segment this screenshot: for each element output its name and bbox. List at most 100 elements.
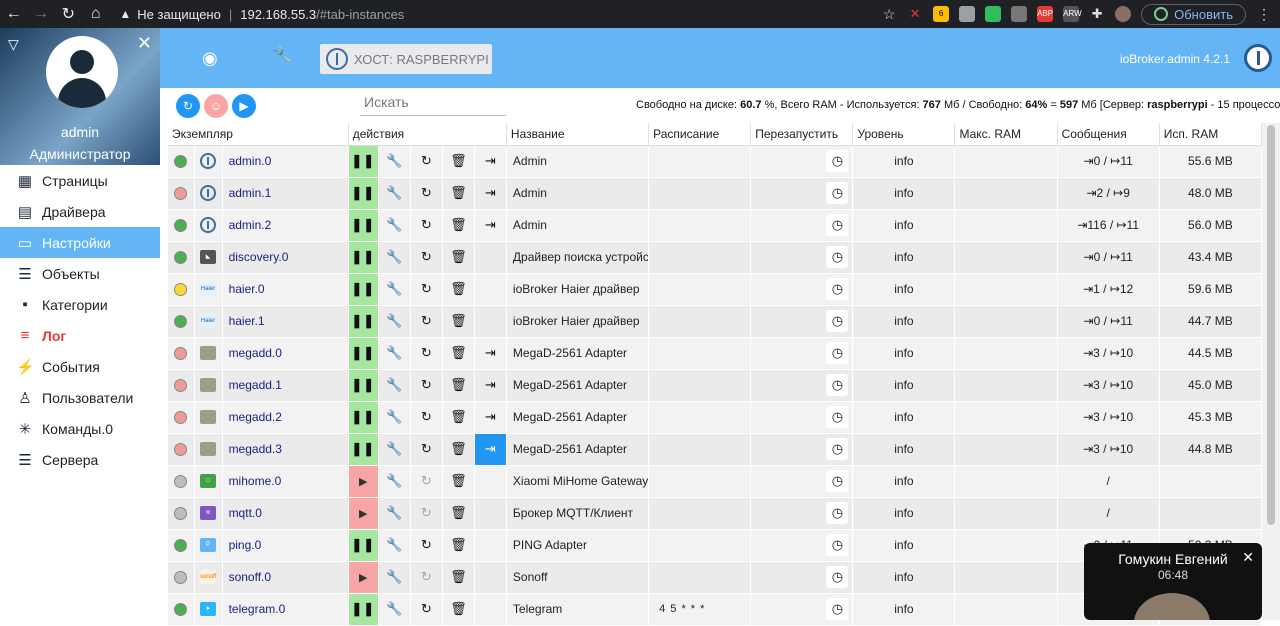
pause-button[interactable]: ❚❚ [348, 241, 379, 274]
adblock-icon[interactable]: ABP [1037, 6, 1053, 22]
pause-button[interactable]: ❚❚ [348, 593, 379, 626]
max-ram-cell[interactable] [954, 241, 1058, 274]
settings-wrench-button[interactable]: 🔧 [378, 401, 411, 434]
pause-button[interactable]: ❚❚ [348, 273, 379, 306]
clock-icon[interactable]: ◷ [826, 406, 849, 428]
schedule-cell[interactable] [648, 305, 752, 338]
play-all-button[interactable]: ▶ [232, 94, 256, 118]
col-messages[interactable]: Сообщения [1057, 123, 1160, 146]
clock-icon[interactable]: ◷ [826, 470, 849, 492]
restart-button[interactable]: ↻ [410, 273, 443, 306]
restart-button[interactable]: ↻ [410, 369, 443, 402]
settings-wrench-button[interactable]: 🔧 [378, 209, 411, 242]
restart-button[interactable]: ↻ [410, 209, 443, 242]
clock-icon[interactable]: ◷ [826, 214, 849, 236]
pause-button[interactable]: ❚❚ [348, 337, 379, 370]
settings-wrench-button[interactable]: 🔧 [378, 305, 411, 338]
log-level[interactable]: info [852, 465, 956, 498]
settings-wrench-button[interactable]: 🔧 [378, 465, 411, 498]
ext-red-x-icon[interactable]: ✕ [909, 6, 921, 21]
sidebar-item-2[interactable]: ▭ Настройки [0, 227, 160, 258]
settings-wrench-button[interactable]: 🔧 [378, 497, 411, 530]
delete-button[interactable]: 🗑 [442, 145, 475, 178]
delete-button[interactable]: 🗑 [442, 497, 475, 530]
address-bar[interactable]: ▲ Не защищено | 192.168.55.3/#tab-instan… [119, 3, 881, 25]
settings-wrench-button[interactable]: 🔧 [378, 529, 411, 562]
col-ram[interactable]: Исп. RAM [1159, 123, 1263, 146]
clock-icon[interactable]: ◷ [826, 182, 849, 204]
open-web-button[interactable]: ⇥ [474, 433, 507, 466]
schedule-cell[interactable] [648, 529, 752, 562]
clock-icon[interactable]: ◷ [826, 534, 849, 556]
schedule-cell[interactable] [648, 241, 752, 274]
log-level[interactable]: info [852, 209, 956, 242]
log-level[interactable]: info [852, 337, 956, 370]
max-ram-cell[interactable] [954, 369, 1058, 402]
reload-icon[interactable]: ↻ [61, 6, 76, 23]
sidebar-item-6[interactable]: ⚡ События [0, 351, 160, 382]
max-ram-cell[interactable] [954, 177, 1058, 210]
open-web-button[interactable]: ⇥ [474, 177, 507, 210]
restart-button[interactable]: ↻ [410, 593, 443, 626]
pause-button[interactable]: ❚❚ [348, 209, 379, 242]
settings-wrench-button[interactable]: 🔧 [378, 593, 411, 626]
clock-icon[interactable]: ◷ [826, 150, 849, 172]
restart-button[interactable]: ↻ [410, 241, 443, 274]
search-input[interactable]: Искать [360, 94, 506, 116]
sidebar-item-1[interactable]: ▤ Драйвера [0, 196, 160, 227]
ext-square-icon[interactable] [959, 6, 976, 22]
delete-button[interactable]: 🗑 [442, 369, 475, 402]
menu-dots-icon[interactable]: ⋮ [1257, 6, 1271, 22]
log-level[interactable]: info [852, 305, 956, 338]
back-icon[interactable]: ← [5, 5, 22, 22]
schedule-cell[interactable] [648, 273, 752, 306]
clock-icon[interactable]: ◷ [826, 502, 849, 524]
sidebar-item-9[interactable]: ☰ Сервера [0, 444, 160, 475]
delete-button[interactable]: 🗑 [442, 433, 475, 466]
schedule-cell[interactable] [648, 433, 752, 466]
delete-button[interactable]: 🗑 [442, 273, 475, 306]
schedule-cell[interactable] [648, 401, 752, 434]
delete-button[interactable]: 🗑 [442, 465, 475, 498]
pip-close-icon[interactable]: ✕ [1242, 549, 1254, 565]
sidebar-item-3[interactable]: ☰ Объекты [0, 258, 160, 289]
ext-arw-icon[interactable]: ARW [1063, 6, 1082, 22]
clock-icon[interactable]: ◷ [826, 310, 849, 332]
settings-wrench-button[interactable]: 🔧 [378, 561, 411, 594]
open-web-button[interactable]: ⇥ [474, 401, 507, 434]
settings-wrench-button[interactable]: 🔧 [378, 145, 411, 178]
schedule-cell[interactable] [648, 177, 752, 210]
log-level[interactable]: info [852, 433, 956, 466]
delete-button[interactable]: 🗑 [442, 593, 475, 626]
restart-button[interactable]: ↻ [410, 337, 443, 370]
col-level[interactable]: Уровень [852, 123, 956, 146]
col-name[interactable]: Название [506, 123, 650, 146]
collapse-triangle-icon[interactable]: ▽ [8, 36, 19, 52]
forward-icon[interactable]: → [33, 5, 50, 22]
home-icon[interactable]: ⌂ [90, 5, 101, 22]
max-ram-cell[interactable] [954, 465, 1058, 498]
eye-icon[interactable]: ◉ [202, 48, 218, 68]
settings-wrench-button[interactable]: 🔧 [378, 273, 411, 306]
log-level[interactable]: info [852, 497, 956, 530]
clock-icon[interactable]: ◷ [826, 438, 849, 460]
col-instance[interactable]: Экземпляр [168, 123, 349, 146]
delete-button[interactable]: 🗑 [442, 209, 475, 242]
refresh-button[interactable]: ↻ [176, 94, 200, 118]
col-actions[interactable]: действия [348, 123, 507, 146]
settings-wrench-button[interactable]: 🔧 [378, 369, 411, 402]
restart-button[interactable]: ↻ [410, 145, 443, 178]
clock-icon[interactable]: ◷ [826, 374, 849, 396]
restart-button[interactable]: ↻ [410, 433, 443, 466]
max-ram-cell[interactable] [954, 593, 1058, 626]
schedule-cell[interactable] [648, 145, 752, 178]
pause-button[interactable]: ❚❚ [348, 305, 379, 338]
open-web-button[interactable]: ⇥ [474, 209, 507, 242]
settings-wrench-button[interactable]: 🔧 [378, 177, 411, 210]
restart-button[interactable]: ↻ [410, 561, 443, 594]
schedule-cell[interactable] [648, 209, 752, 242]
sidebar-item-0[interactable]: ▦ Страницы [0, 165, 160, 196]
open-web-button[interactable]: ⇥ [474, 337, 507, 370]
scrollbar[interactable] [1262, 123, 1280, 620]
schedule-cell[interactable]: 4 5 * * * [648, 593, 752, 626]
